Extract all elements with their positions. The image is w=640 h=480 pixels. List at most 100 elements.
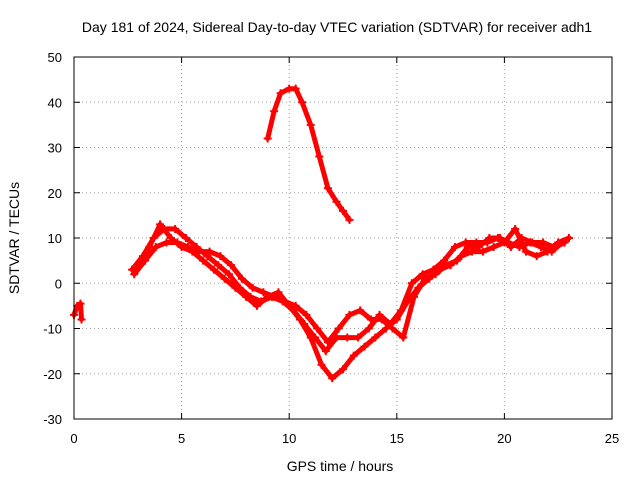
y-tick-label: -10 — [43, 322, 62, 337]
data-point — [209, 265, 218, 274]
data-point — [403, 297, 412, 306]
data-point — [539, 238, 548, 247]
data-point — [177, 243, 186, 252]
data-point — [478, 247, 487, 256]
data-point — [321, 347, 330, 356]
data-point — [156, 220, 165, 229]
data-point — [382, 324, 391, 333]
data-point — [506, 243, 515, 252]
data-point — [356, 306, 365, 315]
data-point — [270, 107, 279, 116]
x-tick-label: 25 — [605, 431, 619, 446]
x-tick-label: 15 — [390, 431, 404, 446]
data-point — [435, 265, 444, 274]
data-point — [306, 333, 315, 342]
data-point — [450, 243, 459, 252]
data-point — [323, 338, 332, 347]
data-point — [181, 234, 190, 242]
data-point — [242, 292, 251, 301]
y-tick-label: -30 — [43, 412, 62, 427]
x-tick-label: 10 — [282, 431, 296, 446]
data-point — [392, 315, 401, 324]
data-point — [259, 288, 268, 297]
data-point — [263, 134, 272, 143]
data-point — [227, 261, 236, 270]
data-point — [440, 256, 449, 265]
data-point — [302, 310, 311, 319]
data-point — [366, 315, 375, 324]
data-point — [371, 333, 380, 342]
data-point — [489, 243, 498, 252]
data-point — [216, 252, 225, 261]
data-point — [313, 324, 322, 333]
data-point — [457, 252, 466, 261]
data-point — [354, 333, 363, 342]
data-point — [521, 247, 530, 256]
data-point — [377, 315, 386, 324]
y-tick-label: 40 — [48, 95, 62, 110]
data-point — [237, 274, 246, 283]
data-point — [274, 288, 283, 297]
data-point — [345, 310, 354, 319]
data-point — [323, 184, 332, 193]
data-point — [77, 315, 86, 324]
data-point — [446, 261, 455, 270]
data-point — [334, 324, 343, 333]
data-point — [145, 243, 154, 252]
x-axis-label: GPS time / hours — [287, 458, 394, 474]
data-point — [263, 292, 272, 301]
data-point — [345, 215, 354, 224]
data-point — [231, 283, 240, 292]
x-tick-label: 20 — [497, 431, 511, 446]
data-point — [306, 120, 315, 129]
data-point — [528, 238, 537, 247]
data-point — [564, 234, 573, 242]
data-point — [285, 301, 294, 310]
data-point — [171, 224, 180, 233]
data-point — [418, 270, 427, 279]
data-point — [543, 247, 552, 256]
data-point — [291, 84, 300, 93]
data-point — [130, 270, 139, 279]
data-point — [224, 270, 233, 279]
y-tick-label: 50 — [48, 50, 62, 65]
data-point — [461, 238, 470, 247]
y-tick-label: 0 — [55, 276, 62, 291]
data-point — [463, 243, 472, 252]
data-point — [166, 234, 175, 242]
data-point — [199, 256, 208, 265]
data-point — [511, 224, 520, 233]
data-point — [496, 234, 505, 242]
data-point — [252, 301, 261, 310]
series-arc-high — [265, 86, 352, 223]
data-point — [554, 238, 563, 247]
data-point — [339, 365, 347, 374]
series-arc-early — [71, 301, 84, 322]
tick-labels: -30 -20 -10 0 10 20 30 40 50 0 5 10 15 20 25 — [43, 50, 619, 446]
data-point — [485, 234, 494, 242]
data-point — [205, 247, 214, 256]
data-point — [343, 333, 352, 342]
data-point — [399, 333, 408, 342]
data-point — [248, 283, 257, 292]
y-tick-label: 10 — [48, 231, 62, 246]
data-point — [188, 247, 197, 256]
series-layer — [70, 84, 573, 383]
data-point — [425, 274, 434, 283]
data-point — [349, 351, 358, 360]
data-point — [364, 324, 373, 333]
data-point — [339, 206, 347, 215]
data-point — [76, 299, 85, 308]
data-point — [220, 274, 229, 283]
y-tick-label: 20 — [48, 186, 62, 201]
data-point — [532, 252, 541, 261]
data-point — [468, 247, 477, 256]
chart-title: Day 181 of 2024, Sidereal Day-to-day VTE… — [82, 19, 592, 35]
data-point — [332, 197, 341, 206]
data-point — [214, 261, 223, 270]
x-tick-label: 0 — [70, 431, 77, 446]
data-point — [134, 261, 143, 270]
data-point — [414, 283, 423, 292]
data-point — [162, 238, 171, 247]
